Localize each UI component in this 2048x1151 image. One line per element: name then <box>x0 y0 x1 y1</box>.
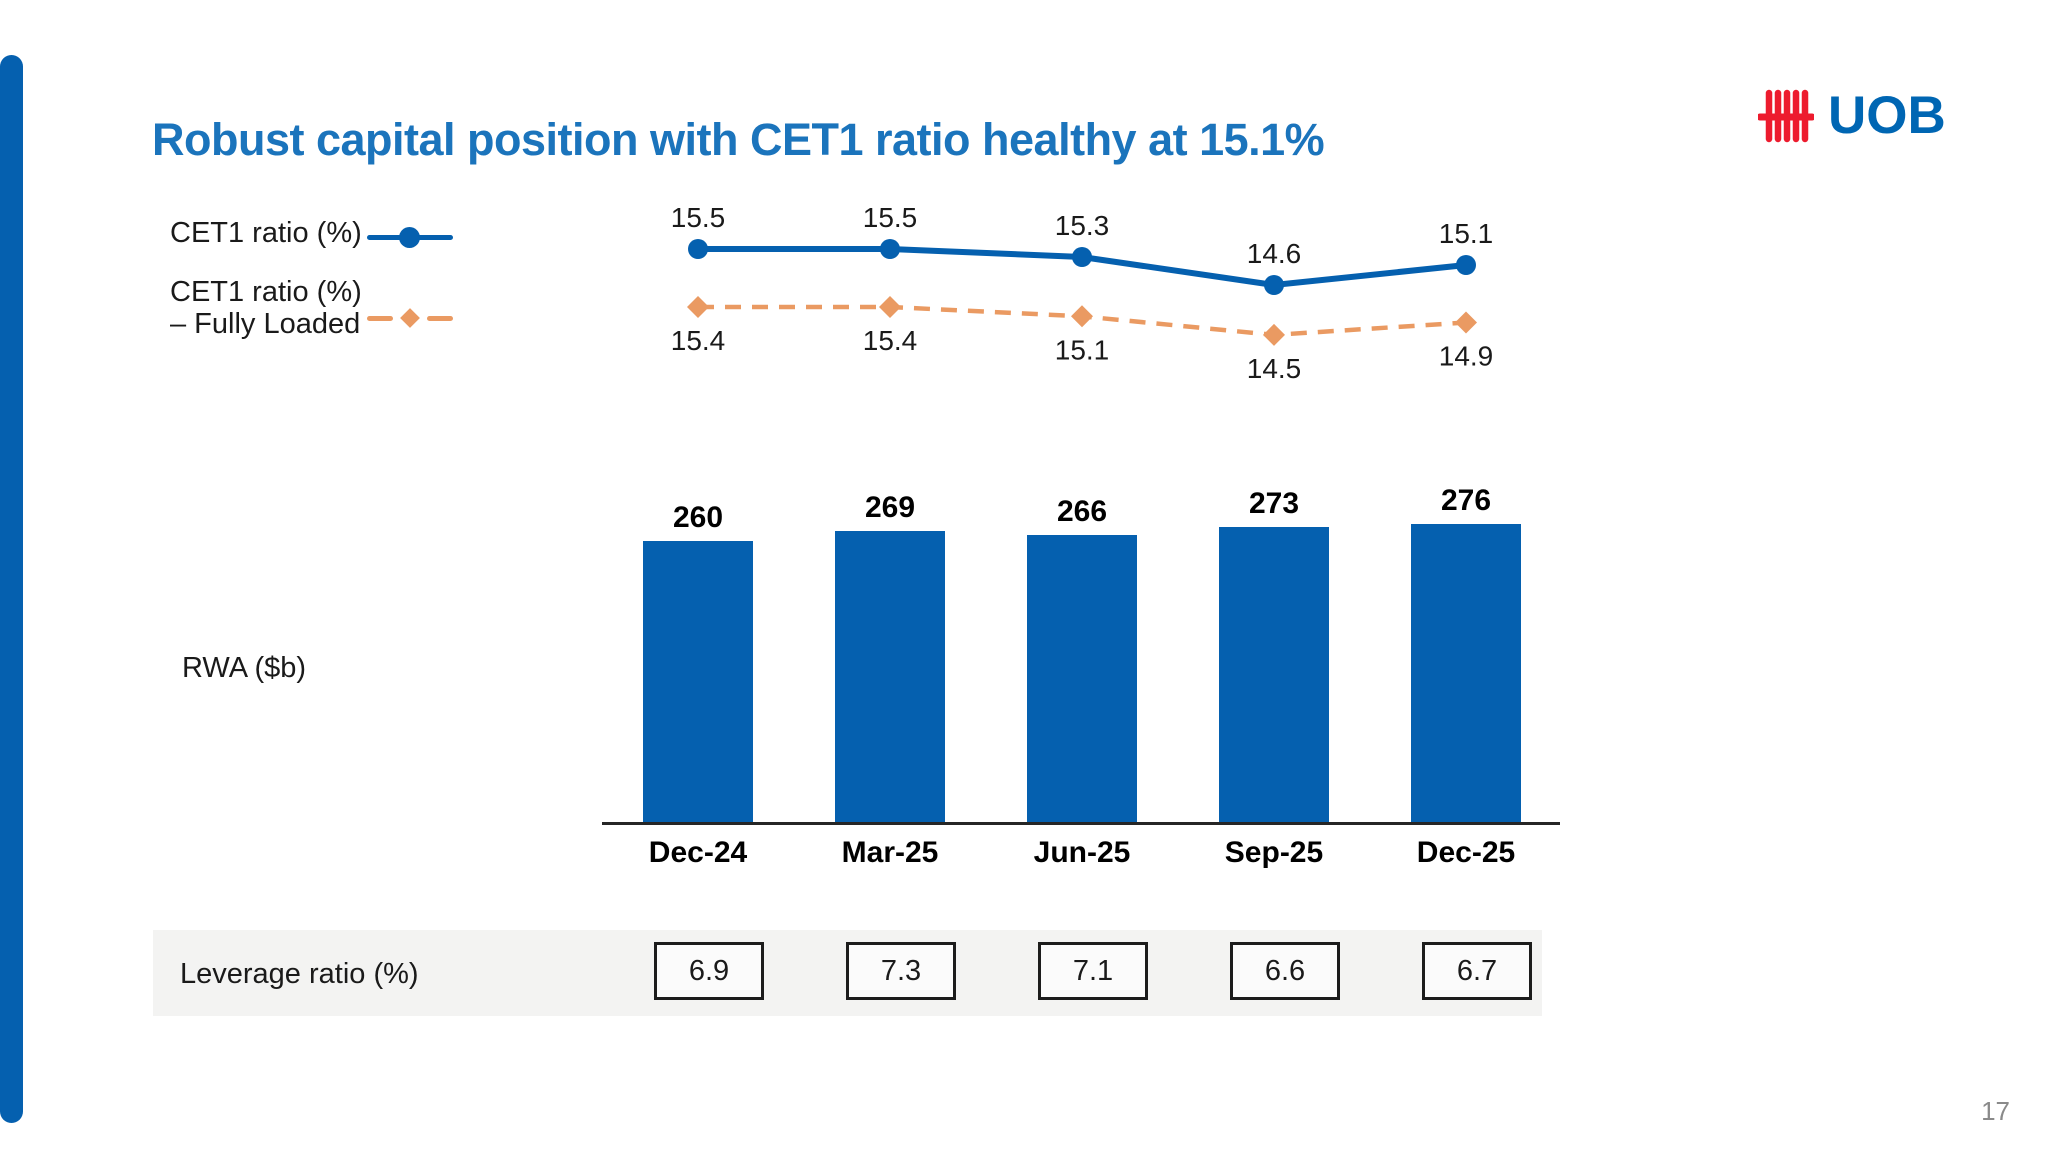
leverage-value-box: 7.1 <box>1038 942 1148 1000</box>
category-label: Sep-25 <box>1224 836 1324 869</box>
bar-value-label: 260 <box>672 501 724 534</box>
diamond-marker-icon <box>879 296 901 318</box>
bar-value-label: 273 <box>1248 487 1300 520</box>
rwa-bar <box>1411 524 1521 824</box>
line-data-label: 15.3 <box>1055 210 1110 241</box>
leverage-value-box: 6.7 <box>1422 942 1532 1000</box>
category-label: Dec-24 <box>648 836 748 869</box>
rwa-bar <box>835 531 945 824</box>
leverage-value-box: 6.6 <box>1230 942 1340 1000</box>
legend-circle-marker-icon <box>399 227 420 248</box>
line-data-label: 14.5 <box>1247 353 1302 384</box>
legend-sample-fully-loaded <box>367 308 453 328</box>
leverage-ratio-row: Leverage ratio (%) 6.9 7.3 7.1 6.6 6.7 <box>153 930 1542 1016</box>
line-data-label: 15.5 <box>863 202 918 233</box>
rwa-bar <box>1219 527 1329 824</box>
circle-marker-icon <box>1456 255 1476 275</box>
bar-value-label: 276 <box>1440 484 1492 517</box>
line-data-label: 15.4 <box>863 325 918 356</box>
page-title: Robust capital position with CET1 ratio … <box>152 114 1325 166</box>
page-number: 17 <box>1981 1096 2010 1126</box>
line-data-label: 15.5 <box>671 202 726 233</box>
line-data-label: 15.1 <box>1055 334 1110 365</box>
legend-dashed-line-icon <box>427 316 453 321</box>
diamond-marker-icon <box>687 296 709 318</box>
uob-logo: UOB <box>1758 86 1946 146</box>
rwa-bar <box>1027 535 1137 824</box>
left-accent-bar <box>0 55 23 1123</box>
legend-dashed-line-icon <box>367 316 393 321</box>
bar-value-label: 269 <box>864 491 916 524</box>
legend-label-fully-loaded-line1: CET1 ratio (%) <box>170 276 362 308</box>
legend-sample-cet1 <box>367 227 453 248</box>
uob-logo-text: UOB <box>1828 86 1946 145</box>
line-data-label: 14.9 <box>1439 341 1494 372</box>
x-axis-line <box>602 822 1560 825</box>
diamond-marker-icon <box>1263 323 1285 346</box>
bar-value-label: 266 <box>1056 495 1108 528</box>
category-label: Dec-25 <box>1416 836 1516 869</box>
leverage-ratio-label: Leverage ratio (%) <box>180 958 419 990</box>
line-data-label: 15.1 <box>1439 218 1494 249</box>
diamond-marker-icon <box>1455 311 1477 334</box>
uob-logo-mark-icon <box>1758 89 1814 143</box>
leverage-value-box: 6.9 <box>654 942 764 1000</box>
circle-marker-icon <box>1264 275 1284 295</box>
legend-label-cet1: CET1 ratio (%) <box>170 217 362 249</box>
circle-marker-icon <box>1072 247 1092 267</box>
category-label: Mar-25 <box>841 836 939 869</box>
legend-label-fully-loaded-line2: – Fully Loaded <box>170 308 361 340</box>
rwa-axis-label: RWA ($b) <box>182 652 307 684</box>
line-data-label: 15.4 <box>671 325 726 356</box>
leverage-value-box: 7.3 <box>846 942 956 1000</box>
rwa-bar <box>643 541 753 824</box>
circle-marker-icon <box>688 239 708 259</box>
category-label: Jun-25 <box>1033 836 1131 869</box>
circle-marker-icon <box>880 239 900 259</box>
cet1-ratio-line-chart: 15.5 15.5 15.3 14.6 15.1 15.4 15.4 15.1 14.5 14.9 <box>671 202 1494 384</box>
legend-label-fully-loaded: CET1 ratio (%) – Fully Loaded <box>170 276 362 340</box>
line-data-label: 14.6 <box>1247 238 1302 269</box>
diamond-marker-icon <box>1071 305 1093 328</box>
